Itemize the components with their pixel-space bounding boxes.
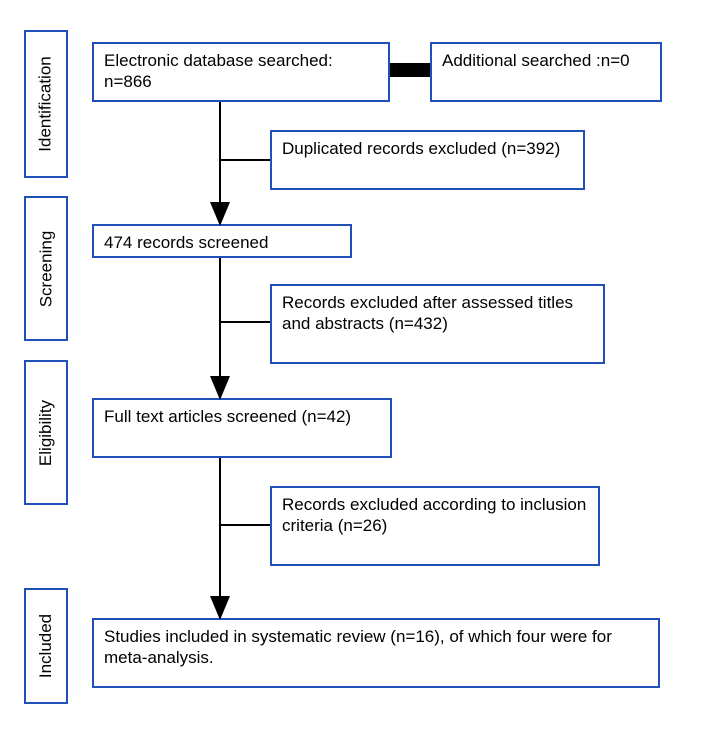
flow-box-db: Electronic database searched: n=866 xyxy=(92,42,390,102)
flow-box-excl26: Records excluded according to inclusion … xyxy=(270,486,600,566)
stage-label-text: Screening xyxy=(36,230,56,307)
stage-label-text: Eligibility xyxy=(36,399,56,465)
stage-label-screening: Screening xyxy=(24,196,68,341)
flow-box-fulltext: Full text articles screened (n=42) xyxy=(92,398,392,458)
flow-box-additional: Additional searched :n=0 xyxy=(430,42,662,102)
flow-box-screened474: 474 records screened xyxy=(92,224,352,258)
stage-label-text: Identification xyxy=(36,56,56,151)
flow-box-excl432: Records excluded after assessed titles a… xyxy=(270,284,605,364)
stage-label-text: Included xyxy=(36,614,56,678)
stage-label-included: Included xyxy=(24,588,68,704)
flowchart-canvas: Identification Screening Eligibility Includ… xyxy=(0,0,708,729)
stage-label-eligibility: Eligibility xyxy=(24,360,68,505)
stage-label-identification: Identification xyxy=(24,30,68,178)
flow-box-dup: Duplicated records excluded (n=392) xyxy=(270,130,585,190)
flow-box-final: Studies included in systematic review (n… xyxy=(92,618,660,688)
